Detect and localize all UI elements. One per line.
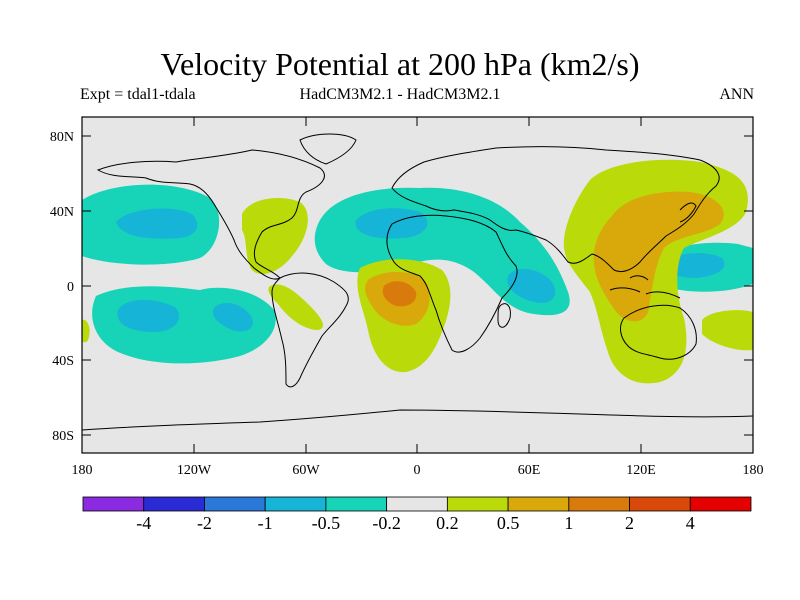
colorbar-label-1: -4 (136, 513, 151, 533)
lon-label-0: 0 (414, 463, 421, 478)
coastline-australia (620, 304, 697, 360)
contour-pos-north-america (242, 198, 308, 275)
contour-neg05-east-africa (507, 268, 556, 303)
coastlines (82, 133, 753, 431)
coastline-japan (679, 202, 697, 223)
season-label: ANN (719, 86, 754, 103)
lon-label-60e: 60E (518, 463, 541, 478)
lat-label-40n: 40N (50, 205, 74, 220)
colorbar-box-4 (264, 496, 327, 512)
contour-neg05-north-atlantic (355, 208, 428, 239)
lon-label-180w: 180 (72, 463, 93, 478)
colorbar: -4 -2 -1 -0.5 -0.2 0.2 0.5 1 2 4 (82, 496, 752, 533)
coastline-greenland (299, 133, 357, 165)
colorbar-label-2: -2 (197, 513, 212, 533)
colorbar-label-7: 0.5 (497, 513, 520, 533)
coastline-europe-asia (391, 146, 720, 273)
contour-pos-edge-west (82, 319, 90, 343)
lon-label-60w: 60W (292, 463, 320, 478)
coastline-madagascar (497, 303, 511, 328)
contour-neg05-south-pacific-a (117, 300, 180, 332)
colorbar-label-8: 1 (564, 513, 573, 533)
contour-pos-south-america (268, 284, 324, 330)
coastline-north-america (96, 149, 325, 280)
lat-label-0: 0 (67, 280, 74, 295)
colorbar-label-5: -0.2 (372, 513, 401, 533)
colorbar-label-4: -0.5 (312, 513, 341, 533)
lon-label-180e: 180 (743, 463, 764, 478)
map-title: Velocity Potential at 200 hPa (km2/s) (160, 46, 640, 82)
contour-pos-southwest-pacific (702, 310, 753, 351)
coastline-africa (386, 214, 518, 353)
colorbar-box-6 (386, 496, 448, 512)
contour-field (82, 159, 753, 384)
contour-neg05-south-pacific-b (212, 303, 253, 332)
colorbar-box-1 (82, 496, 145, 512)
contour-pos1-atlantic (382, 281, 417, 307)
colorbar-box-3 (204, 496, 266, 512)
colorbar-label-6: 0.2 (436, 513, 459, 533)
contour-pos05-asia (593, 191, 724, 322)
longitude-ticks (81, 117, 754, 453)
contour-neg05-north-pacific (116, 208, 198, 239)
colorbar-box-9 (568, 496, 630, 512)
coastline-south-america (271, 272, 349, 388)
latitude-ticks (82, 135, 753, 436)
lat-label-40s: 40S (52, 354, 74, 369)
colorbar-box-8 (507, 496, 570, 512)
colorbar-box-10 (629, 496, 691, 512)
experiment-label: Expt = tdal1-tdala (80, 86, 196, 103)
lat-label-80s: 80S (52, 429, 74, 444)
colorbar-box-7 (446, 496, 509, 512)
model-comparison-label: HadCM3M2.1 - HadCM3M2.1 (299, 86, 501, 103)
coastline-antarctica (82, 409, 753, 431)
lon-label-120e: 120E (626, 463, 656, 478)
colorbar-box-11 (689, 496, 752, 512)
lon-label-120w: 120W (177, 463, 212, 478)
colorbar-label-3: -1 (258, 513, 273, 533)
colorbar-box-5 (325, 496, 388, 512)
coastline-indonesia (609, 275, 681, 299)
colorbar-label-10: 4 (686, 513, 695, 533)
lat-label-80n: 80N (50, 130, 74, 145)
colorbar-box-2 (143, 496, 205, 512)
colorbar-label-9: 2 (625, 513, 634, 533)
